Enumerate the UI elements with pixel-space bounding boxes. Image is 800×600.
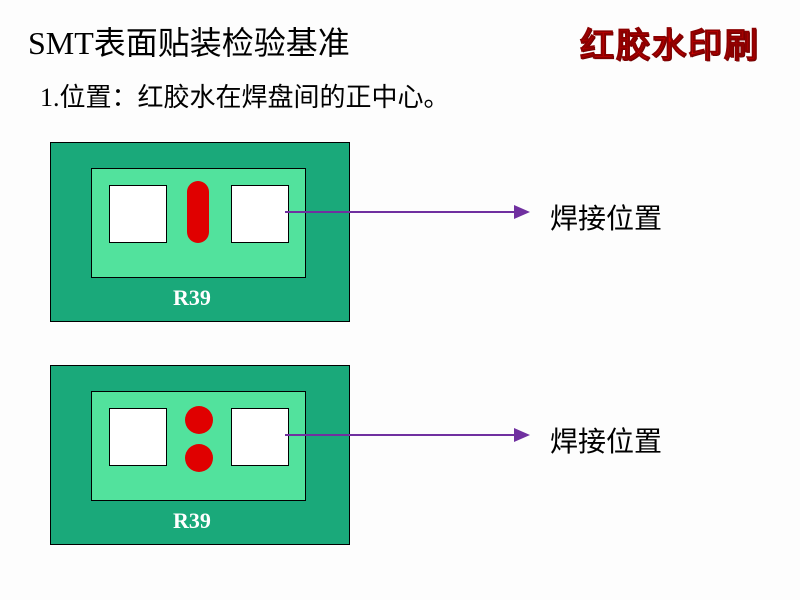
pcb-board: R39 [50,142,350,322]
diagrams-container: R39 焊接位置 R39 焊接位置 [0,142,800,560]
component-ref-label: R39 [173,508,211,534]
page-title: SMT表面贴装检验基准 [28,18,350,64]
solder-pad [109,185,167,243]
solder-pad [231,185,289,243]
callout-label: 焊接位置 [550,420,662,460]
solder-pad [109,408,167,466]
red-glue-dot [187,181,209,243]
diagram-row: R39 焊接位置 [50,142,800,337]
red-glue-dot [185,444,213,472]
component-ref-label: R39 [173,285,211,311]
solder-pad [231,408,289,466]
callout-label: 焊接位置 [550,197,662,237]
section-subtitle: 1.位置：红胶水在焊盘间的正中心。 [0,67,800,114]
diagram-row: R39 焊接位置 [50,365,800,560]
red-glue-dot [185,406,213,434]
stamp-label: 红胶水印刷 [580,18,760,67]
pcb-board: R39 [50,365,350,545]
